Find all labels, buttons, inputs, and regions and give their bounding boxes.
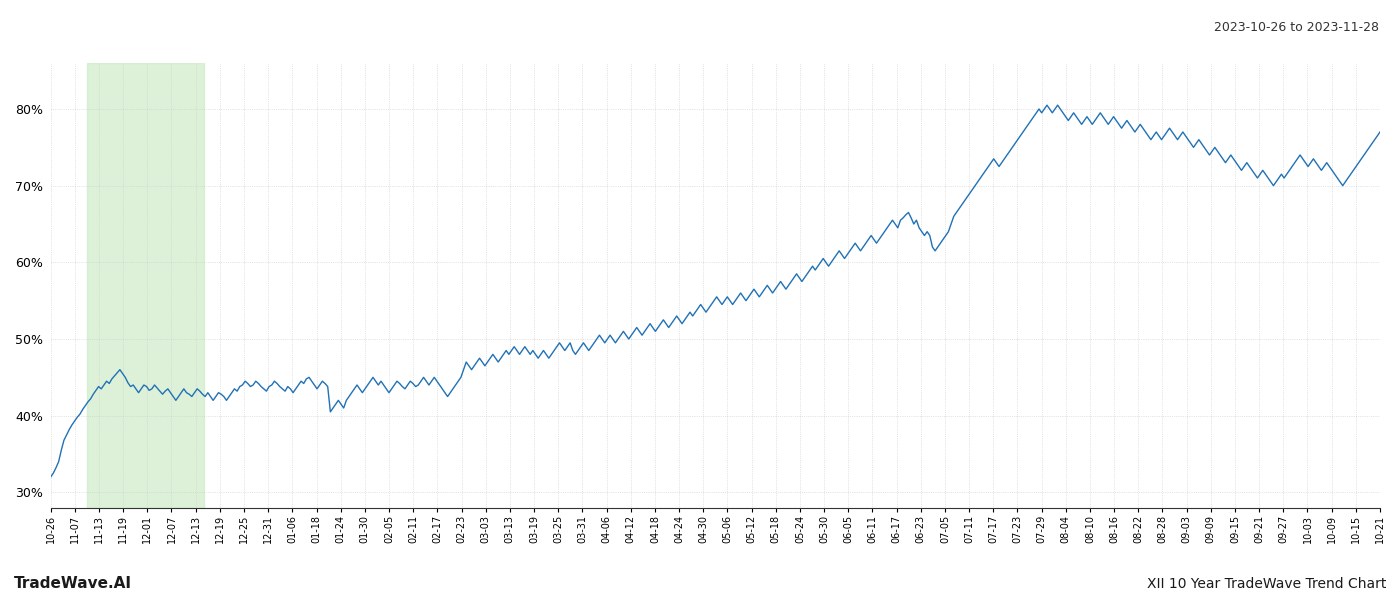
Text: 2023-10-26 to 2023-11-28: 2023-10-26 to 2023-11-28 <box>1214 21 1379 34</box>
Text: XII 10 Year TradeWave Trend Chart: XII 10 Year TradeWave Trend Chart <box>1147 577 1386 591</box>
Bar <box>87 63 204 508</box>
Text: TradeWave.AI: TradeWave.AI <box>14 576 132 591</box>
